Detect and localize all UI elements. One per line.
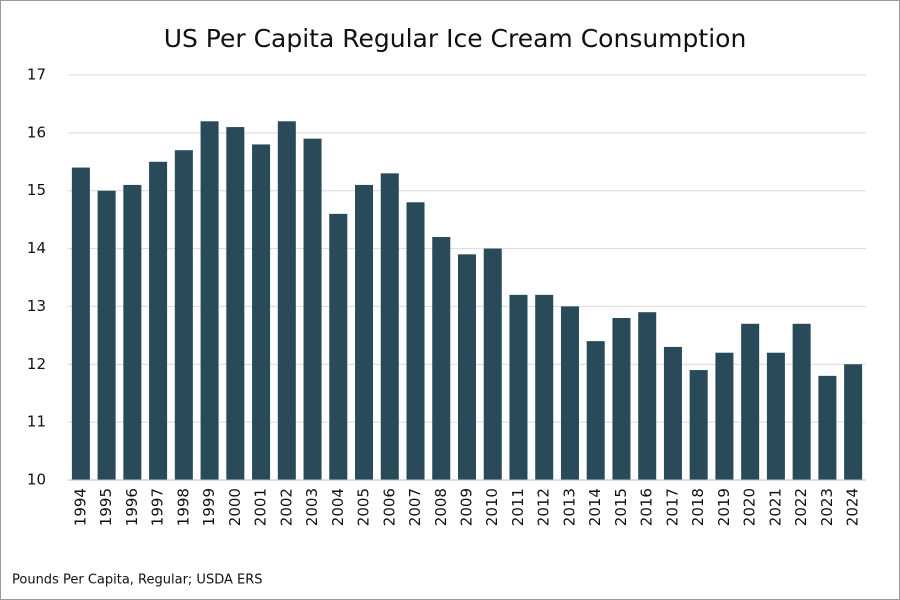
bar	[71, 167, 90, 481]
bar	[715, 352, 734, 480]
bar	[457, 254, 477, 480]
x-tick-label: 2008	[432, 488, 450, 526]
bar	[586, 341, 605, 480]
bar	[200, 121, 219, 481]
x-tick-label: 2007	[406, 488, 424, 526]
bar	[226, 127, 245, 481]
bar	[509, 294, 528, 480]
x-tick-label: 2000	[226, 488, 244, 526]
y-tick-label: 15	[27, 181, 46, 199]
x-tick-label: 2002	[277, 488, 295, 526]
bar	[560, 306, 579, 480]
bar	[818, 375, 837, 480]
bar	[638, 312, 657, 480]
y-tick-label: 11	[27, 413, 46, 431]
x-tick-label: 1998	[174, 488, 192, 526]
bar	[149, 161, 168, 481]
x-tick-label: 2001	[252, 488, 270, 526]
x-tick-label: 1997	[149, 488, 167, 526]
bar	[174, 150, 193, 480]
bar	[355, 184, 374, 480]
bar	[252, 144, 271, 480]
x-tick-label: 1994	[71, 488, 89, 526]
bar	[123, 184, 142, 480]
x-tick-label: 2004	[329, 488, 347, 526]
bar	[844, 364, 863, 480]
y-tick-label: 17	[27, 66, 46, 84]
y-tick-label: 16	[27, 123, 46, 141]
x-tick-label: 2014	[586, 488, 604, 526]
bar	[792, 323, 811, 480]
bar	[535, 294, 554, 480]
bar	[663, 346, 682, 480]
bar	[432, 237, 451, 480]
bar	[380, 173, 399, 480]
bar	[406, 202, 425, 481]
footnote: Pounds Per Capita, Regular; USDA ERS	[12, 573, 263, 588]
bar	[303, 138, 322, 480]
x-tick-label: 2006	[380, 488, 398, 526]
bar	[483, 248, 502, 480]
bar	[689, 370, 708, 480]
x-tick-label: 2023	[818, 488, 836, 526]
y-tick-label: 10	[27, 471, 46, 489]
x-tick-label: 2005	[355, 488, 373, 526]
bar	[329, 213, 348, 480]
x-tick-label: 2009	[458, 488, 476, 526]
x-tick-label: 1999	[200, 488, 218, 526]
bar	[766, 352, 785, 480]
x-tick-label: 2022	[792, 488, 810, 526]
y-tick-label: 12	[27, 355, 46, 373]
x-tick-label: 2024	[844, 488, 862, 526]
x-tick-label: 2011	[509, 488, 527, 526]
x-tick-label: 2016	[638, 488, 656, 526]
x-tick-label: 1995	[97, 488, 115, 526]
x-tick-label: 1996	[123, 488, 141, 526]
x-tick-label: 2017	[663, 488, 681, 526]
x-tick-label: 2003	[303, 488, 321, 526]
bar	[277, 121, 296, 481]
x-tick-label: 2015	[612, 488, 630, 526]
x-tick-label: 2020	[741, 488, 759, 526]
chart-title: US Per Capita Regular Ice Cream Consumpt…	[164, 24, 747, 53]
x-tick-label: 2012	[535, 488, 553, 526]
bar	[741, 323, 760, 480]
x-tick-label: 2013	[560, 488, 578, 526]
x-tick-label: 2021	[766, 488, 784, 526]
y-tick-label: 13	[27, 297, 46, 315]
x-tick-label: 2018	[689, 488, 707, 526]
x-tick-label: 2010	[483, 488, 501, 526]
x-tick-label: 2019	[715, 488, 733, 526]
y-tick-label: 14	[27, 239, 46, 257]
bar	[97, 190, 116, 480]
bar	[612, 318, 631, 480]
